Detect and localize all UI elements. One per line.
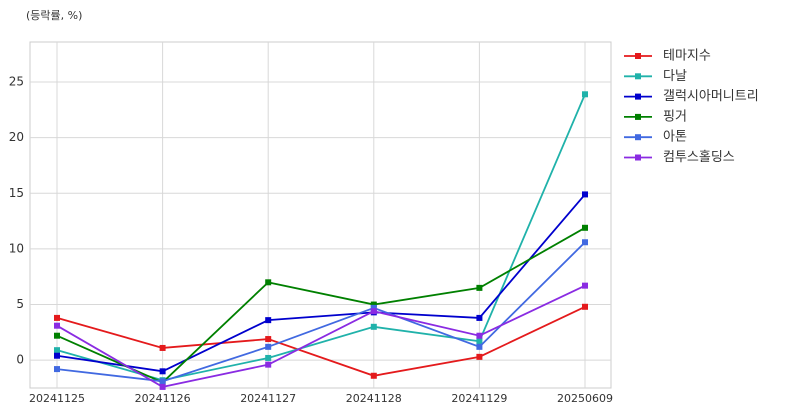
y-tick-label: 25 — [9, 75, 24, 89]
legend-label: 다날 — [663, 69, 687, 84]
legend-marker — [635, 53, 641, 59]
series-line — [56, 305, 586, 377]
point-marker — [265, 279, 272, 286]
x-tick-label: 20241128 — [346, 392, 402, 405]
y-tick-label: 0 — [16, 353, 24, 367]
point-marker — [370, 301, 377, 308]
legend-label: 테마지수 — [663, 49, 711, 64]
point-marker — [582, 91, 588, 98]
point-marker — [370, 323, 377, 330]
legend-label: 컴투스홀딩스 — [663, 150, 735, 165]
point-marker — [476, 284, 483, 291]
plot-frame — [29, 41, 612, 389]
point-marker — [582, 282, 588, 289]
point-marker — [476, 353, 483, 360]
point-marker — [582, 191, 588, 198]
series-line — [56, 284, 586, 388]
legend-marker — [635, 113, 641, 120]
point-marker — [582, 224, 588, 231]
point-marker — [265, 336, 272, 343]
legend-marker — [635, 154, 641, 161]
point-marker — [476, 332, 483, 339]
point-marker — [159, 383, 166, 390]
legend-label: 핑거 — [663, 109, 687, 124]
point-marker — [476, 338, 483, 345]
point-marker — [370, 372, 377, 379]
point-marker — [159, 344, 166, 351]
point-marker — [265, 343, 272, 350]
x-tick-label: 20241127 — [240, 392, 296, 405]
point-marker — [582, 239, 588, 246]
point-marker — [54, 314, 60, 321]
point-marker — [265, 361, 272, 368]
point-marker — [54, 347, 60, 354]
point-marker — [54, 352, 60, 359]
legend-marker — [635, 134, 641, 141]
y-tick-label: 5 — [16, 297, 24, 311]
legend-marker — [635, 93, 641, 100]
x-tick-label: 20241125 — [29, 392, 85, 405]
series-line — [56, 227, 586, 384]
point-marker — [159, 368, 166, 375]
x-tick-label: 20250609 — [557, 392, 613, 405]
y-tick-label: 10 — [9, 241, 24, 255]
legend-label: 갤럭시아머니트리 — [663, 89, 759, 104]
point-marker — [54, 366, 60, 373]
unit-label: (등락률, %) — [26, 9, 82, 22]
point-marker — [265, 354, 272, 361]
point-marker — [370, 304, 377, 311]
point-marker — [265, 317, 272, 324]
point-marker — [54, 332, 60, 339]
point-marker — [582, 303, 588, 310]
x-tick-label: 20241126 — [135, 392, 191, 405]
x-tick-label: 20241129 — [451, 392, 507, 405]
point-marker — [370, 308, 377, 315]
point-marker — [476, 343, 483, 350]
point-marker — [54, 322, 60, 329]
point-marker — [476, 314, 483, 321]
series-line — [56, 241, 586, 383]
y-tick-label: 20 — [9, 130, 24, 144]
y-tick-label: 15 — [9, 186, 24, 200]
series-line — [56, 193, 586, 373]
legend-marker — [635, 73, 641, 80]
legend-label: 아톤 — [663, 130, 687, 145]
point-marker — [159, 378, 166, 385]
